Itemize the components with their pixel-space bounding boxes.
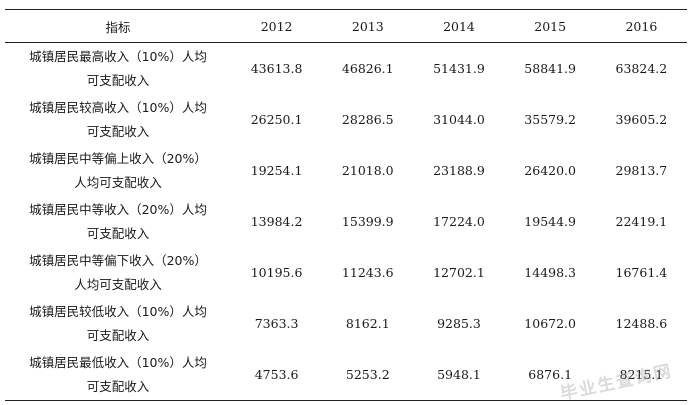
- row-label-line: 可支配收入: [86, 327, 150, 343]
- value-cell: 8162.1: [345, 315, 390, 331]
- row-label: 城镇居民最低收入（10%）人均 可支配收入: [5, 349, 231, 401]
- value-cell: 19544.9: [524, 213, 576, 229]
- value-cell: 12702.1: [433, 264, 485, 280]
- header-year: 2014: [413, 9, 505, 43]
- header-indicator: 指标: [5, 9, 231, 43]
- value-cell: 63824.2: [615, 60, 668, 76]
- row-label-line: 城镇居民最高收入（10%）人均: [29, 48, 207, 64]
- value-cell: 58841.9: [524, 60, 576, 76]
- value-cell: 7363.3: [254, 315, 299, 331]
- header-year: 2012: [231, 9, 323, 43]
- value-cell: 12488.6: [615, 315, 668, 331]
- value-cell: 43613.8: [250, 60, 303, 76]
- value-cell: 17224.0: [433, 213, 485, 229]
- value-cell: 46826.1: [341, 60, 394, 76]
- header-year: 2013: [322, 9, 414, 43]
- value-cell: 21018.0: [341, 162, 394, 178]
- header-row: 指标 2012 2013 2014 2015 2016: [5, 9, 687, 43]
- table-row: 城镇居民中等偏下收入（20%） 人均可支配收入 10195.6 11243.6 …: [5, 247, 687, 298]
- table-row: 城镇居民中等收入（20%）人均 可支配收入 13984.2 15399.9 17…: [5, 196, 687, 247]
- row-label-line: 可支配收入: [86, 123, 150, 139]
- header-year: 2015: [504, 9, 596, 43]
- value-cell: 4753.6: [231, 349, 323, 401]
- row-label-line: 城镇居民较高收入（10%）人均: [29, 99, 207, 115]
- table-row: 城镇居民较低收入（10%）人均 可支配收入 7363.3 8162.1 9285…: [5, 298, 687, 349]
- row-label-line: 城镇居民中等偏上收入（20%）: [29, 150, 207, 166]
- value-cell: 28286.5: [341, 111, 394, 127]
- value-cell: 15399.9: [341, 213, 394, 229]
- row-label-line: 人均可支配收入: [74, 276, 162, 292]
- value-cell: 13984.2: [250, 213, 303, 229]
- value-cell: 26420.0: [524, 162, 576, 178]
- value-cell: 19254.1: [250, 162, 303, 178]
- row-label-line: 可支配收入: [86, 378, 150, 394]
- table-row: 城镇居民最低收入（10%）人均 可支配收入 4753.6 5253.2 5948…: [5, 349, 687, 401]
- table-row: 城镇居民中等偏上收入（20%） 人均可支配收入 19254.1 21018.0 …: [5, 145, 687, 196]
- value-cell: 9285.3: [437, 315, 481, 331]
- row-label: 城镇居民最高收入（10%）人均 可支配收入: [5, 43, 231, 95]
- value-cell: 39605.2: [615, 111, 668, 127]
- value-cell: 31044.0: [433, 111, 485, 127]
- value-cell: 5948.1: [413, 349, 505, 401]
- row-label: 城镇居民较低收入（10%）人均 可支配收入: [5, 298, 231, 349]
- row-label-line: 可支配收入: [86, 72, 150, 88]
- value-cell: 10195.6: [250, 264, 303, 280]
- row-label: 城镇居民中等偏上收入（20%） 人均可支配收入: [5, 145, 231, 196]
- row-label: 城镇居民中等收入（20%）人均 可支配收入: [5, 196, 231, 247]
- value-cell: 11243.6: [341, 264, 394, 280]
- value-cell: 16761.4: [615, 264, 668, 280]
- value-cell: 29813.7: [615, 162, 668, 178]
- income-table: 指标 2012 2013 2014 2015 2016 城镇居民最高收入（10%…: [5, 9, 687, 401]
- table-row: 城镇居民较高收入（10%）人均 可支配收入 26250.1 28286.5 31…: [5, 94, 687, 145]
- value-cell: 14498.3: [524, 264, 576, 280]
- value-cell: 51431.9: [433, 60, 485, 76]
- row-label: 城镇居民中等偏下收入（20%） 人均可支配收入: [5, 247, 231, 298]
- row-label-line: 可支配收入: [86, 225, 150, 241]
- row-label-line: 城镇居民最低收入（10%）人均: [29, 354, 207, 370]
- value-cell: 26250.1: [250, 111, 303, 127]
- value-cell: 10672.0: [524, 315, 576, 331]
- row-label-line: 人均可支配收入: [74, 174, 162, 190]
- value-cell: 5253.2: [322, 349, 414, 401]
- value-cell: 8215.1: [595, 349, 687, 401]
- value-cell: 6876.1: [504, 349, 596, 401]
- row-label-line: 城镇居民中等偏下收入（20%）: [29, 252, 207, 268]
- value-cell: 23188.9: [433, 162, 485, 178]
- table-row: 城镇居民最高收入（10%）人均 可支配收入 43613.8 46826.1 51…: [5, 43, 687, 95]
- row-label: 城镇居民较高收入（10%）人均 可支配收入: [5, 94, 231, 145]
- value-cell: 35579.2: [524, 111, 576, 127]
- row-label-line: 城镇居民中等收入（20%）人均: [29, 201, 207, 217]
- row-label-line: 城镇居民较低收入（10%）人均: [29, 303, 207, 319]
- header-year: 2016: [595, 9, 687, 43]
- value-cell: 22419.1: [615, 213, 668, 229]
